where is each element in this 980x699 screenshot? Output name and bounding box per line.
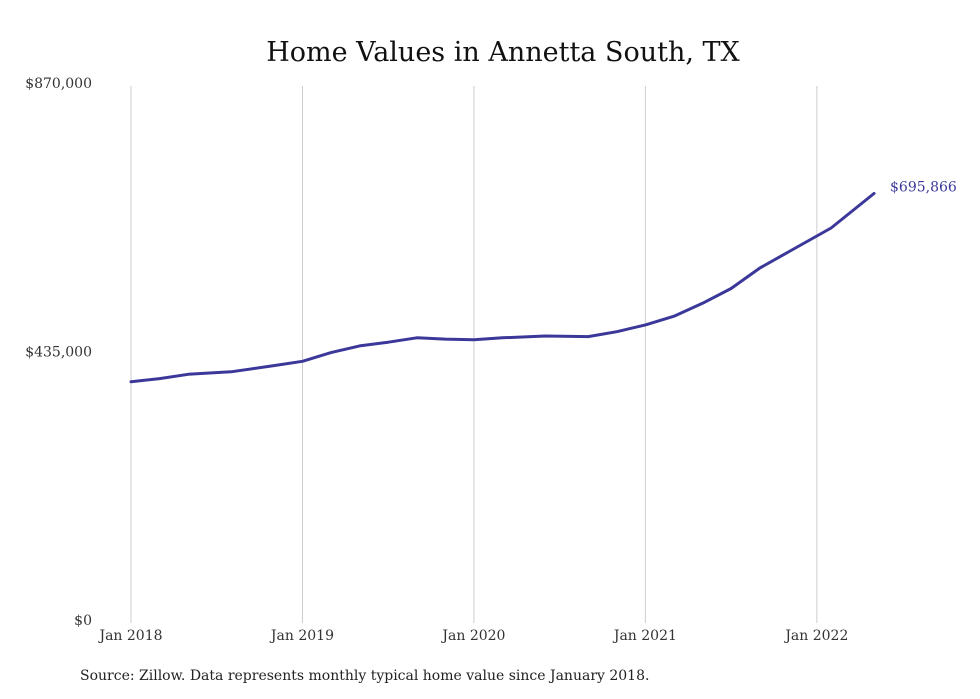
- x-tick-label: Jan 2019: [269, 628, 334, 644]
- y-axis-tick-labels: $0 $435,000 $870,000: [25, 76, 92, 629]
- end-value-label: $695,866: [890, 179, 957, 195]
- series-line: [129, 192, 876, 384]
- y-tick-label: $0: [74, 613, 92, 629]
- x-tick-label: Jan 2021: [612, 628, 677, 644]
- x-axis-tick-labels: Jan 2018 Jan 2019 Jan 2020 Jan 2021 Jan 2022: [97, 628, 848, 644]
- grid-lines: [130, 86, 818, 623]
- source-note: Source: Zillow. Data represents monthly …: [80, 668, 650, 684]
- y-tick-label: $435,000: [25, 345, 92, 361]
- x-tick-label: Jan 2020: [440, 628, 505, 644]
- series-layer: [129, 192, 876, 384]
- chart-title: Home Values in Annetta South, TX: [266, 37, 740, 68]
- x-tick-label: Jan 2018: [97, 628, 162, 644]
- x-tick-label: Jan 2022: [783, 628, 848, 644]
- data-labels: $695,866: [890, 179, 957, 195]
- y-tick-label: $870,000: [25, 76, 92, 92]
